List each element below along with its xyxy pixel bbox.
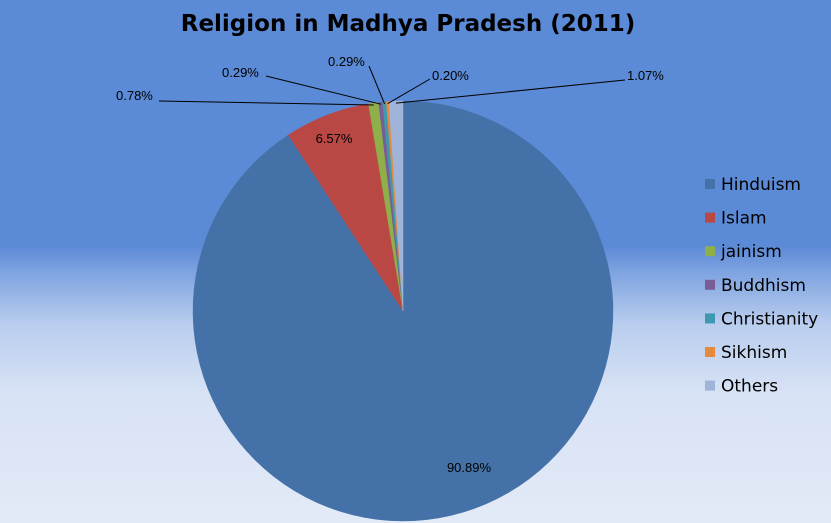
legend-label-others: Others — [721, 377, 778, 397]
legend-swatch-sikhism — [705, 347, 715, 357]
pie-slice-others — [388, 100, 404, 312]
data-labels: 90.89% 6.57% 0.78% 0.29% 0.29% 0.20% 1.07% — [116, 54, 664, 475]
data-label-christianity: 0.29% — [328, 54, 365, 69]
legend-label-buddhism: Buddhism — [721, 276, 806, 296]
legend-label-islam: Islam — [721, 209, 767, 229]
leader-lines — [158, 65, 626, 106]
data-label-sikhism: 0.20% — [432, 68, 469, 83]
chart-title: Religion in Madhya Pradesh (2011) — [181, 11, 636, 37]
legend-swatch-islam — [705, 212, 715, 223]
pie-slices — [192, 100, 614, 522]
leader-line-buddhism — [265, 75, 381, 105]
legend-label-sikhism: Sikhism — [721, 343, 787, 363]
legend: Hinduism Islam jainism Buddhism Christianity… — [705, 175, 818, 397]
legend-swatch-christianity — [705, 313, 715, 324]
data-label-islam: 6.57% — [316, 131, 353, 146]
legend-swatch-hinduism — [705, 179, 715, 189]
data-label-hinduism: 90.89% — [447, 460, 492, 475]
legend-label-jainism: jainism — [720, 242, 782, 262]
legend-swatch-jainism — [705, 246, 715, 257]
leader-line-jainism — [158, 100, 374, 106]
leader-line-christianity — [368, 65, 386, 105]
leader-line-others — [395, 79, 626, 104]
legend-label-christianity: Christianity — [721, 309, 818, 329]
leader-line-sikhism — [387, 78, 431, 104]
data-label-others: 1.07% — [627, 68, 664, 83]
legend-swatch-others — [705, 380, 715, 391]
data-label-jainism: 0.78% — [116, 88, 153, 103]
legend-label-hinduism: Hinduism — [721, 175, 801, 195]
data-label-buddhism: 0.29% — [222, 65, 259, 80]
legend-swatch-buddhism — [705, 279, 715, 290]
